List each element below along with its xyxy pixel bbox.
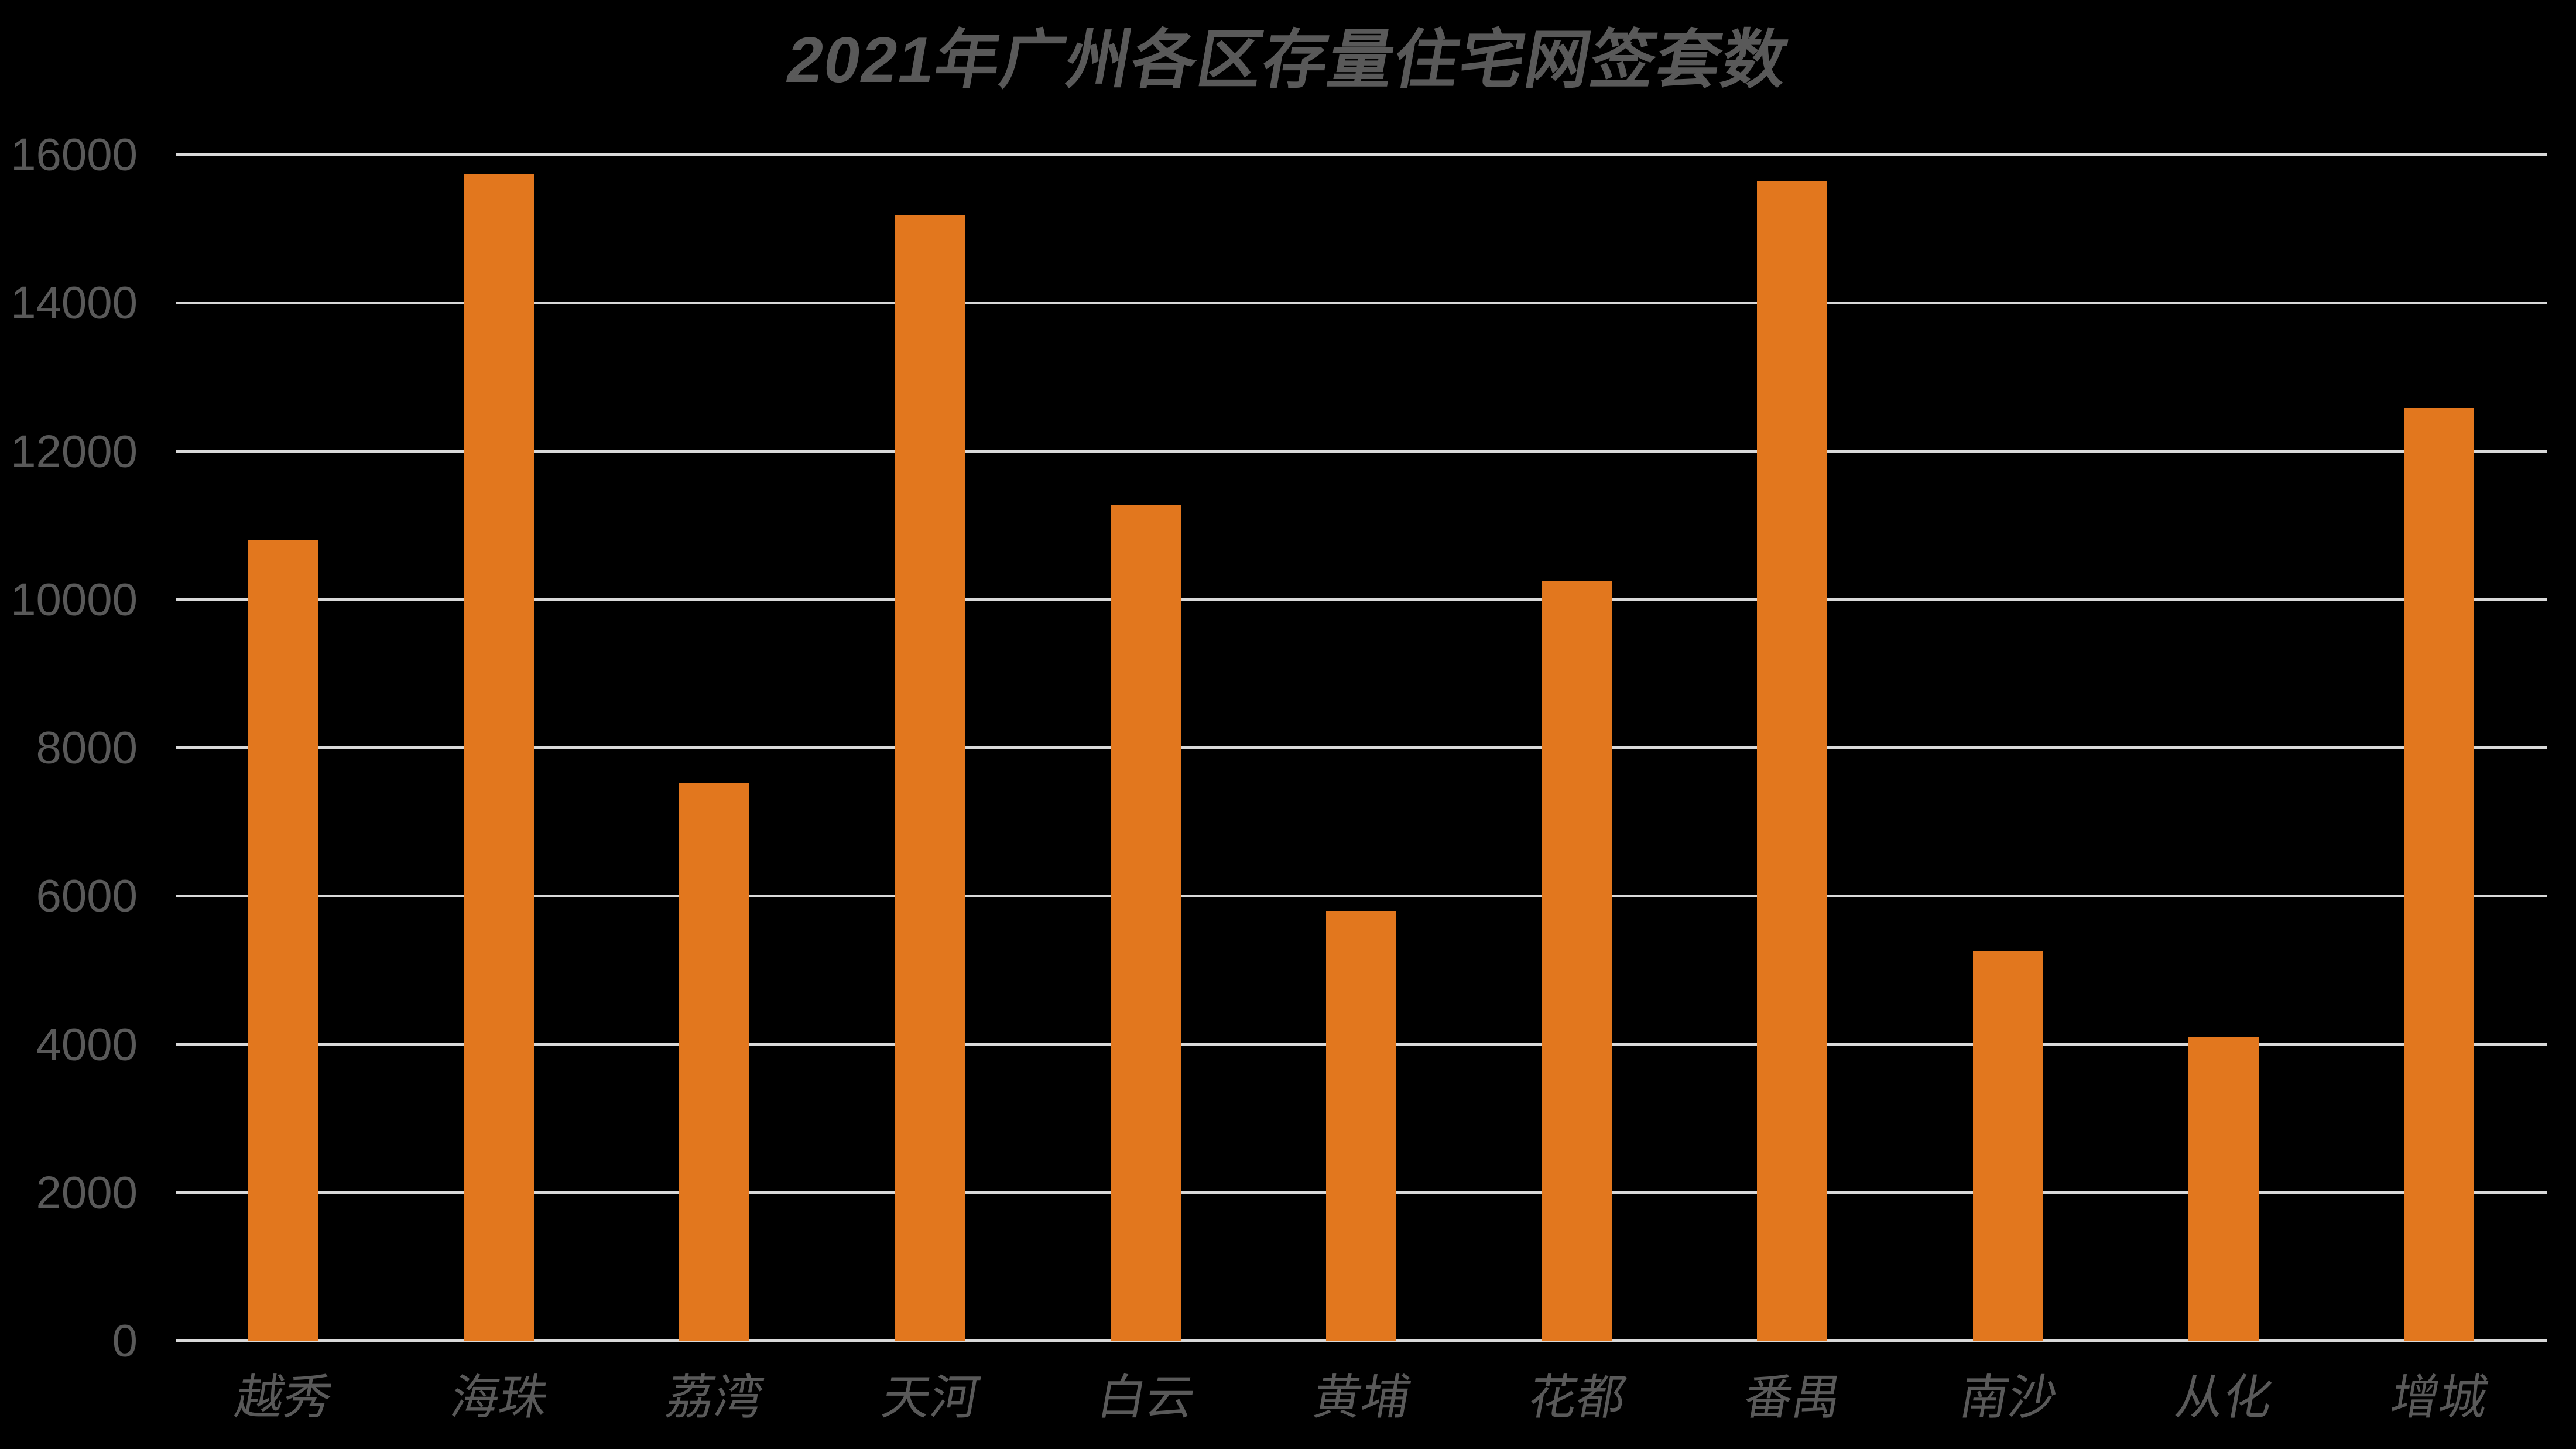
bar <box>2403 408 2474 1341</box>
bar <box>1972 951 2043 1341</box>
bar <box>248 540 319 1341</box>
x-axis-label: 越秀 <box>231 1371 337 1424</box>
bar-slot <box>176 155 391 1341</box>
y-axis-label: 2000 <box>36 1166 138 1218</box>
bar-slot <box>1900 155 2116 1341</box>
bar-slot <box>1253 155 1469 1341</box>
gridline <box>176 895 2547 898</box>
x-axis-label: 海珠 <box>447 1371 553 1424</box>
bar <box>2188 1037 2259 1341</box>
x-axis-label: 南沙 <box>1955 1371 2061 1424</box>
y-axis-label: 4000 <box>36 1018 138 1070</box>
plot-area <box>176 153 2547 1342</box>
x-axis-labels: 越秀 海珠 荔湾 天河 白云 黄埔 花都 番禺 南沙 从化 增城 <box>176 1357 2547 1445</box>
bar <box>895 214 965 1341</box>
y-axis-label: 8000 <box>36 721 138 773</box>
x-axis-label: 荔湾 <box>662 1371 768 1424</box>
y-axis-label: 16000 <box>11 128 138 180</box>
y-axis-label: 14000 <box>11 276 138 328</box>
bar-slot <box>391 155 607 1341</box>
bar-slot <box>1684 155 1900 1341</box>
y-axis-label: 0 <box>112 1314 138 1366</box>
bar <box>1110 504 1181 1341</box>
x-axis-label: 黄埔 <box>1308 1371 1415 1424</box>
bar <box>1326 910 1397 1341</box>
bar <box>464 174 535 1341</box>
gridline <box>176 450 2547 453</box>
x-axis-label: 增城 <box>2386 1371 2492 1424</box>
x-axis-label: 白云 <box>1093 1371 1199 1424</box>
y-axis-label: 12000 <box>11 425 138 477</box>
x-axis-label: 天河 <box>878 1371 984 1424</box>
bar-slot <box>607 155 822 1341</box>
y-axis-label: 6000 <box>36 869 138 922</box>
y-axis-label: 10000 <box>11 573 138 625</box>
chart-title: 2021年广州各区存量住宅网签套数 <box>781 24 1795 96</box>
gridline <box>176 746 2547 749</box>
bar <box>1542 581 1612 1341</box>
bar <box>1757 181 1828 1341</box>
bar-series <box>176 155 2547 1341</box>
bar-slot <box>1469 155 1684 1341</box>
x-axis-label: 从化 <box>2171 1371 2277 1424</box>
gridline <box>176 153 2547 156</box>
gridline <box>176 598 2547 601</box>
bar <box>679 783 750 1341</box>
y-axis-labels: 0 2000 4000 6000 8000 10000 12000 14000 16000 <box>0 129 141 1366</box>
bar-slot <box>1038 155 1253 1341</box>
bar-slot <box>2116 155 2331 1341</box>
x-axis-label: 花都 <box>1525 1371 1630 1424</box>
x-axis-label: 番禺 <box>1740 1371 1846 1424</box>
gridline <box>176 302 2547 304</box>
bar-slot <box>2331 155 2547 1341</box>
bar-slot <box>823 155 1038 1341</box>
